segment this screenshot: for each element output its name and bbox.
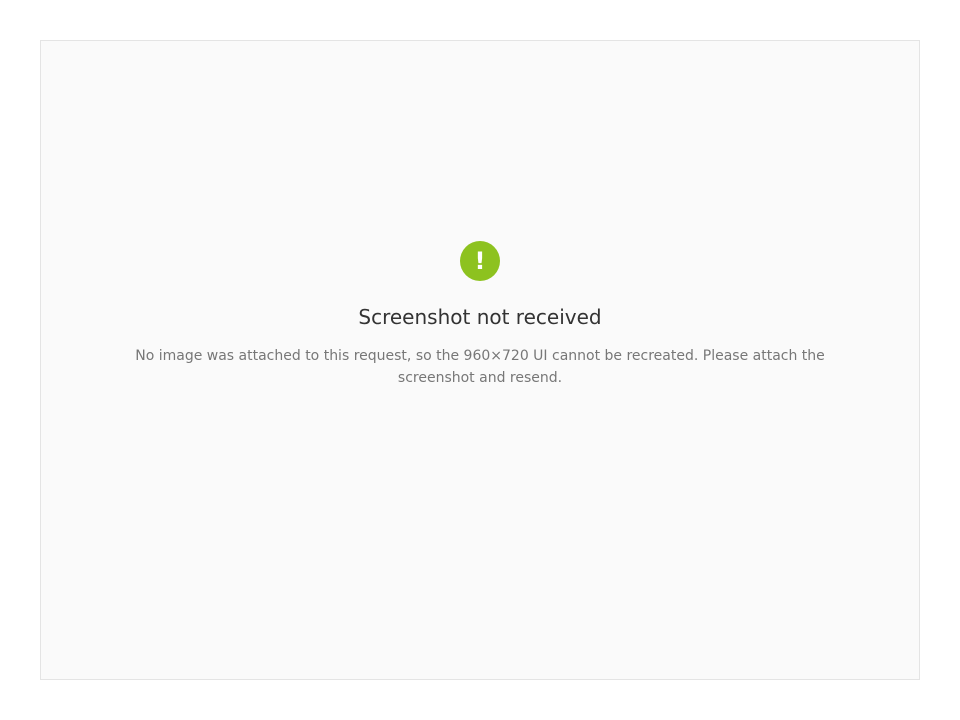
- notice-body: No image was attached to this request, s…: [135, 348, 825, 387]
- notice-title: Screenshot not received: [358, 305, 602, 329]
- missing-image-notice: ! Screenshot not received No image was a…: [40, 40, 920, 680]
- warning-icon: !: [460, 241, 500, 281]
